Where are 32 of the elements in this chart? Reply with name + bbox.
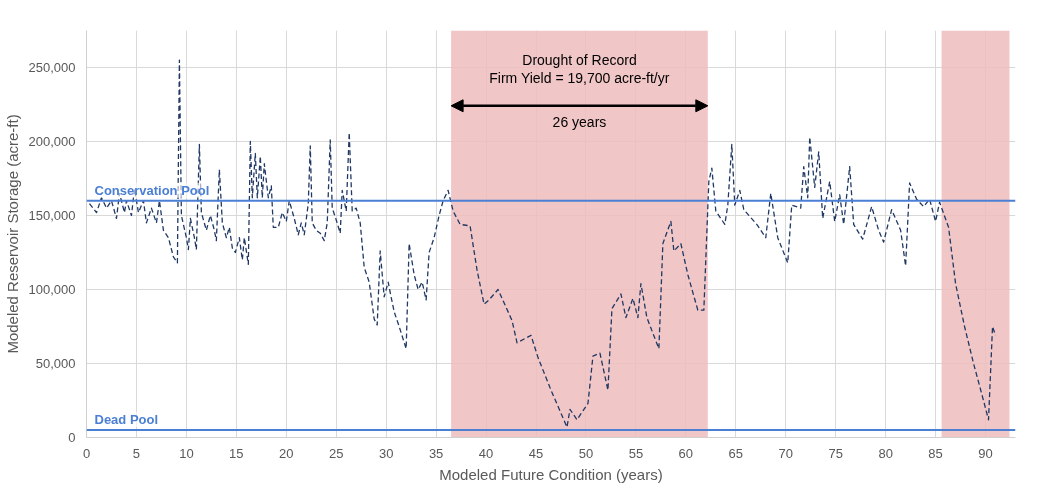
x-tick-label: 65	[728, 445, 744, 461]
y-tick-label: 50,000	[35, 356, 76, 371]
x-axis-title: Modeled Future Condition (years)	[439, 465, 663, 483]
y-axis-title: Modeled Reservoir Storage (acre-ft)	[3, 114, 21, 354]
x-tick-label: 90	[978, 445, 993, 461]
annotation: Drought of Record	[522, 51, 637, 68]
x-tick-label: 5	[132, 445, 141, 461]
x-tick-label: 35	[428, 445, 444, 461]
y-tick-label: 250,000	[28, 60, 76, 75]
annotation: 26 years	[552, 113, 607, 130]
x-tick-label: 85	[928, 445, 943, 461]
x-tick-label: 80	[878, 445, 893, 461]
ref-line-label: Dead Pool	[94, 412, 159, 428]
x-tick-label: 0	[82, 445, 91, 461]
x-tick-label: 75	[828, 445, 843, 461]
x-tick-label: 40	[478, 445, 494, 461]
annotation: Firm Yield = 19,700 acre-ft/yr	[489, 69, 670, 86]
y-tick-label: 100,000	[28, 282, 76, 297]
x-tick-label: 30	[378, 445, 394, 461]
x-tick-label: 15	[229, 445, 244, 461]
x-tick-label: 70	[778, 445, 793, 461]
x-tick-label: 10	[179, 445, 194, 461]
x-tick-label: 25	[329, 445, 344, 461]
x-tick-label: 45	[528, 445, 544, 461]
x-tick-label: 20	[279, 445, 294, 461]
y-tick-label: 150,000	[28, 208, 76, 223]
x-tick-label: 60	[678, 445, 694, 461]
x-tick-label: 50	[578, 445, 594, 461]
x-tick-label: 55	[628, 445, 644, 461]
ref-line-label: Conservation Pool	[94, 182, 210, 198]
y-tick-label: 0	[68, 430, 76, 445]
y-tick-label: 200,000	[28, 134, 76, 149]
